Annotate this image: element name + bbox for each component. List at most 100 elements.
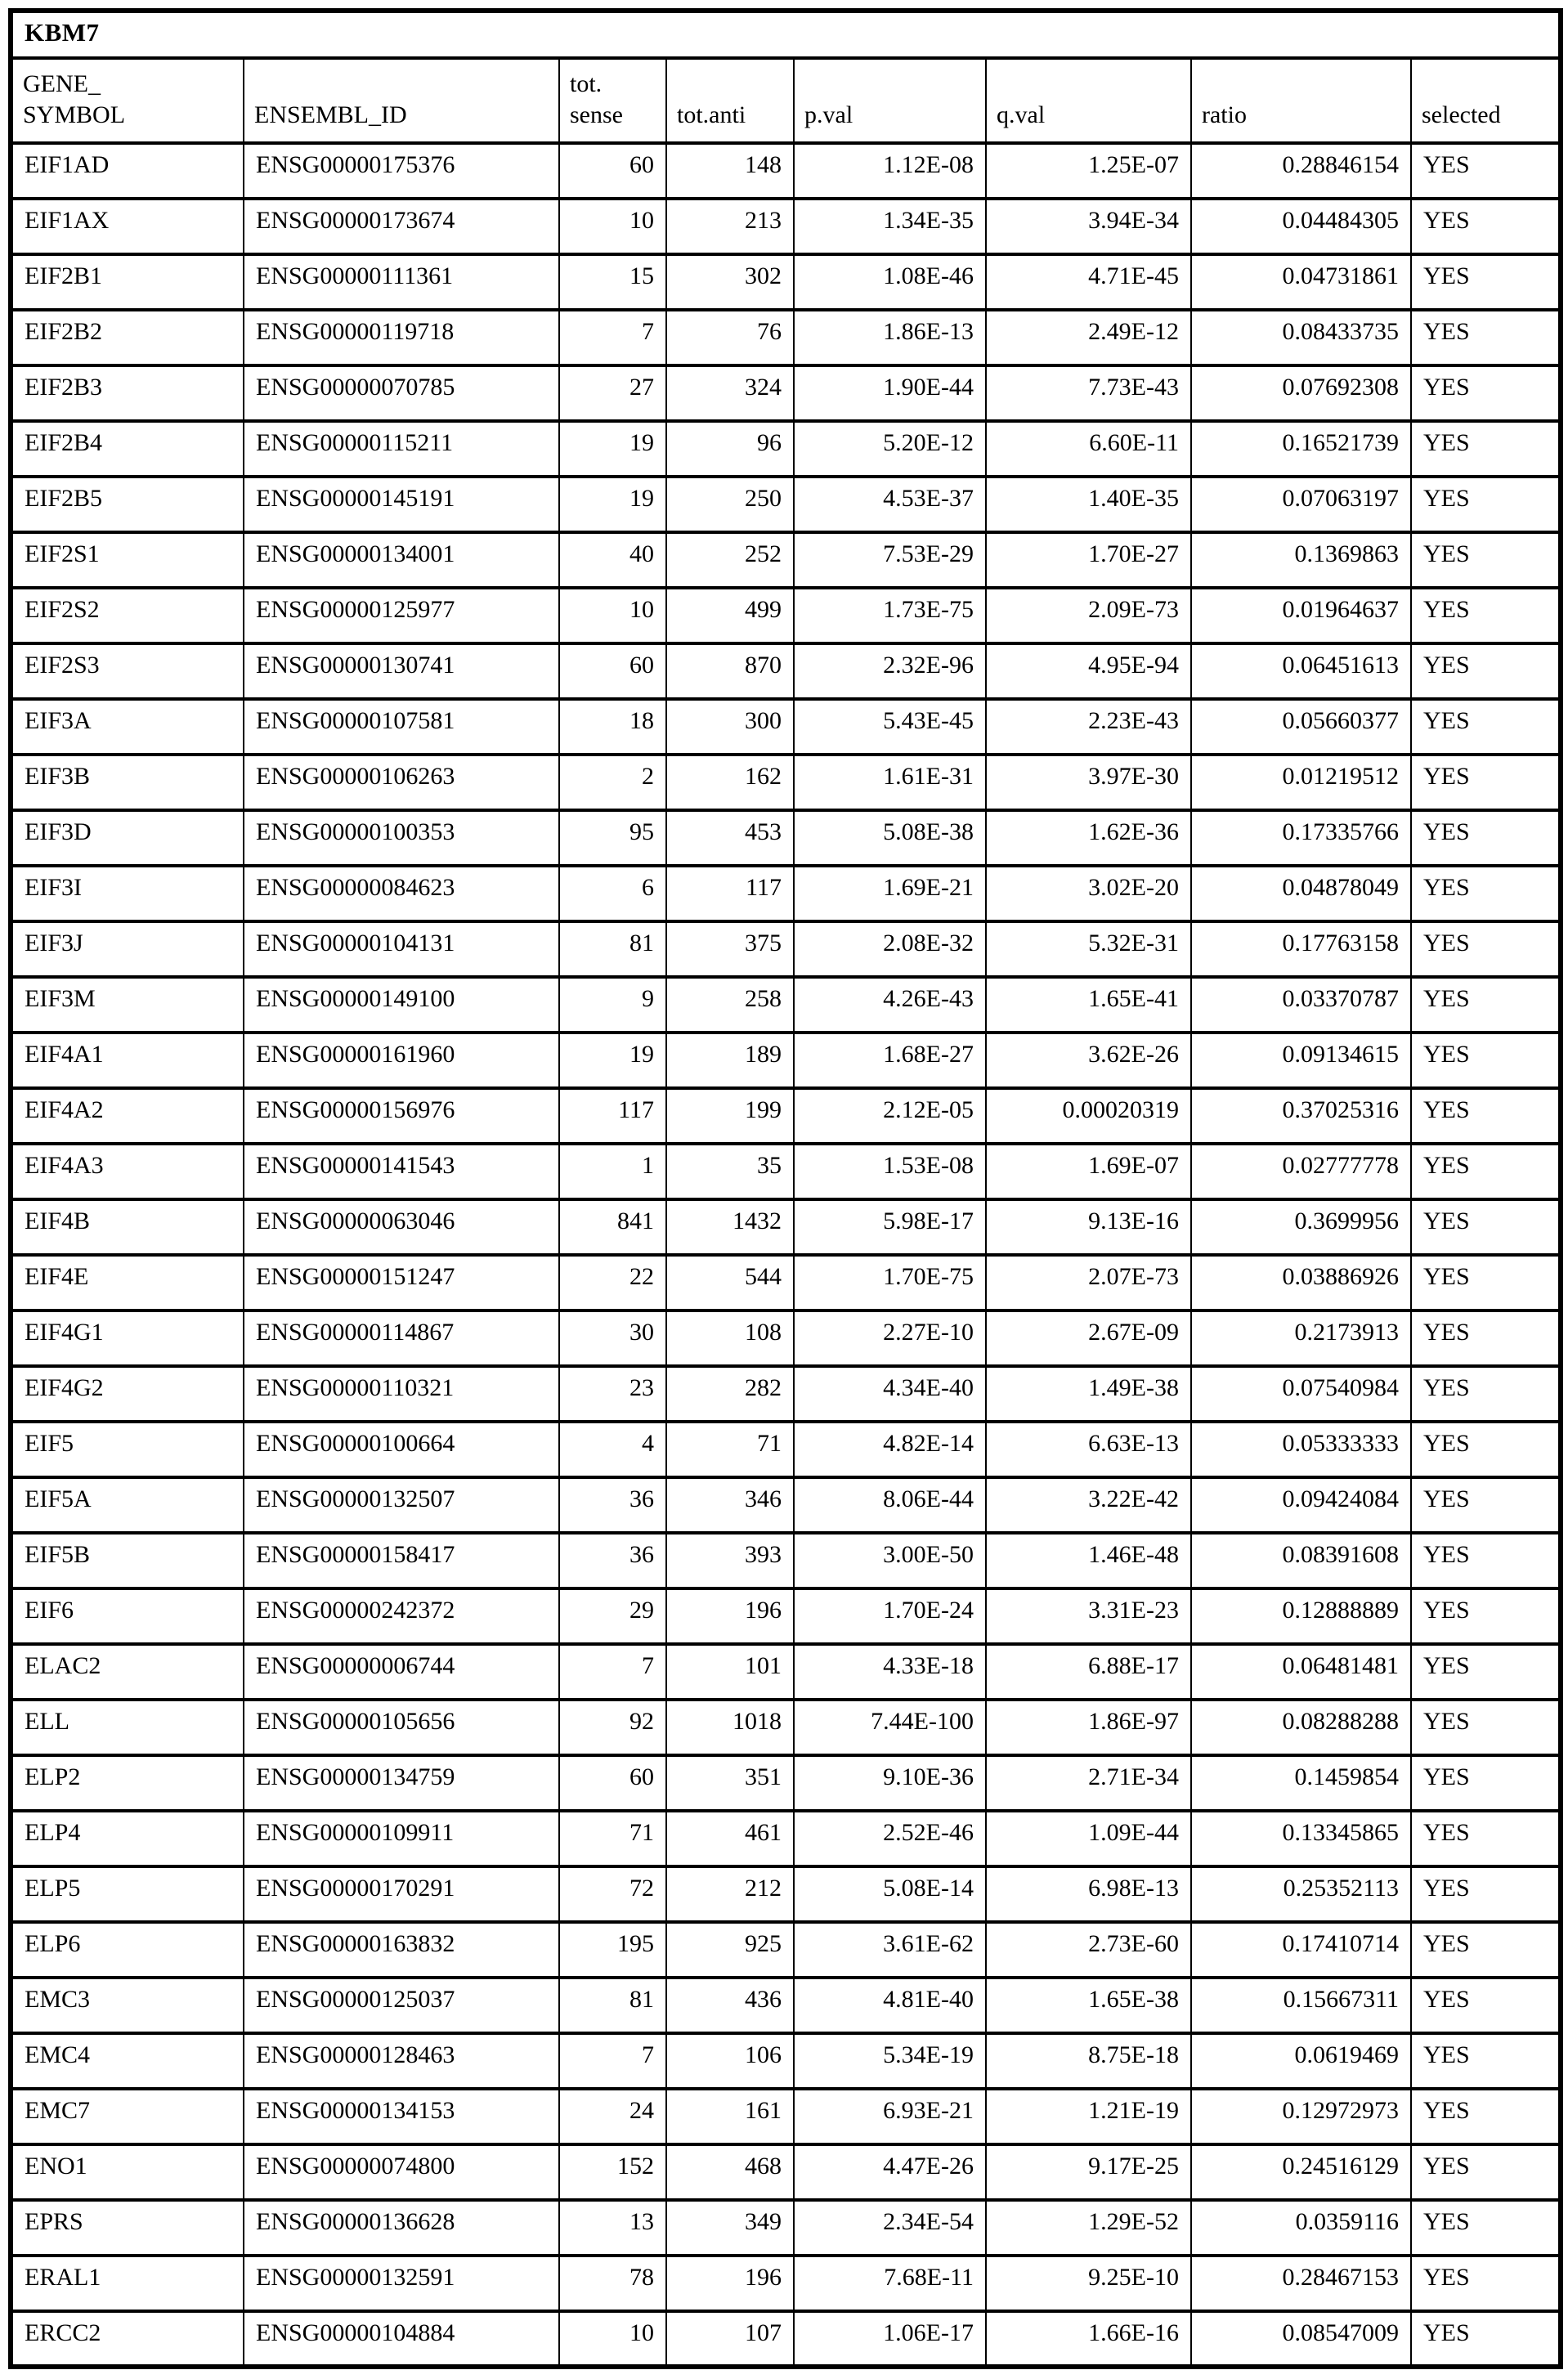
cell-selected: YES bbox=[1409, 1976, 1562, 2035]
table-row: EIF2B2 ENSG00000119718 7 76 1.86E-13 2.49E-12… bbox=[10, 308, 1562, 367]
cell-gene_symbol: EIF4B bbox=[10, 1198, 244, 1257]
cell-gene_symbol: EIF4A2 bbox=[10, 1086, 244, 1145]
cell-p_val: 2.34E-54 bbox=[793, 2198, 987, 2257]
table-row: EIF3I ENSG00000084623 6 117 1.69E-21 3.02E-20… bbox=[10, 864, 1562, 923]
cell-q_val: 5.32E-31 bbox=[985, 920, 1192, 979]
table-row: ERAL1 ENSG00000132591 78 196 7.68E-11 9.25E-1… bbox=[10, 2254, 1562, 2313]
cell-tot_anti: 162 bbox=[665, 753, 795, 812]
cell-ratio: 0.15667311 bbox=[1190, 1976, 1412, 2035]
cell-tot_sense: 4 bbox=[558, 1420, 667, 1479]
cell-ratio: 0.1369863 bbox=[1190, 531, 1412, 589]
cell-ratio: 0.17763158 bbox=[1190, 920, 1412, 979]
cell-ensembl_id: ENSG00000141543 bbox=[243, 1142, 560, 1201]
cell-ensembl_id: ENSG00000125037 bbox=[243, 1976, 560, 2035]
cell-tot_anti: 468 bbox=[665, 2143, 795, 2202]
cell-tot_anti: 106 bbox=[665, 2032, 795, 2090]
cell-selected: YES bbox=[1409, 864, 1562, 923]
table-row: EIF4A2 ENSG00000156976 117 199 2.12E-05 0.000… bbox=[10, 1086, 1562, 1145]
cell-gene_symbol: EIF5 bbox=[10, 1420, 244, 1479]
cell-tot_sense: 841 bbox=[558, 1198, 667, 1257]
cell-selected: YES bbox=[1409, 1531, 1562, 1590]
cell-ratio: 0.01219512 bbox=[1190, 753, 1412, 812]
cell-q_val: 1.40E-35 bbox=[985, 475, 1192, 534]
table-row: EIF3B ENSG00000106263 2 162 1.61E-31 3.97E-30… bbox=[10, 753, 1562, 812]
cell-selected: YES bbox=[1409, 364, 1562, 423]
cell-gene_symbol: ELP2 bbox=[10, 1754, 244, 1812]
cell-selected: YES bbox=[1409, 531, 1562, 589]
cell-tot_sense: 10 bbox=[558, 586, 667, 645]
cell-tot_sense: 7 bbox=[558, 308, 667, 367]
cell-ratio: 0.17335766 bbox=[1190, 809, 1412, 867]
cell-gene_symbol: EIF3I bbox=[10, 864, 244, 923]
cell-ratio: 0.05660377 bbox=[1190, 697, 1412, 756]
cell-ratio: 0.3699956 bbox=[1190, 1198, 1412, 1257]
cell-q_val: 3.22E-42 bbox=[985, 1476, 1192, 1534]
cell-q_val: 1.65E-38 bbox=[985, 1976, 1192, 2035]
cell-q_val: 2.67E-09 bbox=[985, 1309, 1192, 1368]
cell-tot_sense: 6 bbox=[558, 864, 667, 923]
title-row: KBM7 bbox=[9, 9, 1562, 60]
cell-ratio: 0.07063197 bbox=[1190, 475, 1412, 534]
cell-q_val: 9.17E-25 bbox=[985, 2143, 1192, 2202]
cell-selected: YES bbox=[1409, 2198, 1562, 2257]
cell-tot_anti: 453 bbox=[665, 809, 795, 867]
cell-ensembl_id: ENSG00000074800 bbox=[243, 2143, 560, 2202]
cell-ensembl_id: ENSG00000119718 bbox=[243, 308, 560, 367]
cell-ratio: 0.2173913 bbox=[1190, 1309, 1412, 1368]
cell-ensembl_id: ENSG00000114867 bbox=[243, 1309, 560, 1368]
cell-ensembl_id: ENSG00000151247 bbox=[243, 1253, 560, 1312]
cell-ensembl_id: ENSG00000104131 bbox=[243, 920, 560, 979]
table-row: EIF4G1 ENSG00000114867 30 108 2.27E-10 2.67E-… bbox=[10, 1309, 1562, 1368]
cell-q_val: 6.98E-13 bbox=[985, 1865, 1192, 1924]
cell-ratio: 0.06451613 bbox=[1190, 642, 1412, 701]
cell-tot_sense: 13 bbox=[558, 2198, 667, 2257]
cell-p_val: 2.32E-96 bbox=[793, 642, 987, 701]
table-body: EIF1AD ENSG00000175376 60 148 1.12E-08 1.25E-… bbox=[10, 141, 1562, 2368]
cell-gene_symbol: ELL bbox=[10, 1698, 244, 1757]
cell-q_val: 1.25E-07 bbox=[985, 141, 1192, 200]
cell-tot_sense: 24 bbox=[558, 2087, 667, 2146]
cell-q_val: 1.46E-48 bbox=[985, 1531, 1192, 1590]
cell-selected: YES bbox=[1409, 1865, 1562, 1924]
table-row: EIF2S3 ENSG00000130741 60 870 2.32E-96 4.95E-… bbox=[10, 642, 1562, 701]
cell-gene_symbol: EPRS bbox=[10, 2198, 244, 2257]
cell-q_val: 3.62E-26 bbox=[985, 1031, 1192, 1090]
cell-tot_anti: 189 bbox=[665, 1031, 795, 1090]
cell-selected: YES bbox=[1409, 809, 1562, 867]
cell-q_val: 1.65E-41 bbox=[985, 975, 1192, 1034]
cell-selected: YES bbox=[1409, 1920, 1562, 1979]
cell-tot_anti: 148 bbox=[665, 141, 795, 200]
cell-q_val: 1.09E-44 bbox=[985, 1809, 1192, 1868]
cell-gene_symbol: EMC7 bbox=[10, 2087, 244, 2146]
cell-selected: YES bbox=[1409, 475, 1562, 534]
cell-q_val: 4.95E-94 bbox=[985, 642, 1192, 701]
cell-p_val: 5.43E-45 bbox=[793, 697, 987, 756]
cell-tot_anti: 161 bbox=[665, 2087, 795, 2146]
cell-gene_symbol: EIF4G2 bbox=[10, 1364, 244, 1423]
cell-tot_sense: 2 bbox=[558, 753, 667, 812]
cell-gene_symbol: EIF5A bbox=[10, 1476, 244, 1534]
cell-tot_sense: 7 bbox=[558, 2032, 667, 2090]
cell-gene_symbol: EIF3B bbox=[10, 753, 244, 812]
cell-ensembl_id: ENSG00000242372 bbox=[243, 1587, 560, 1646]
cell-ratio: 0.05333333 bbox=[1190, 1420, 1412, 1479]
cell-tot_sense: 95 bbox=[558, 809, 667, 867]
cell-tot_sense: 15 bbox=[558, 253, 667, 311]
cell-gene_symbol: EIF1AD bbox=[10, 141, 244, 200]
gene-data-table: KBM7 GENE_ SYMBOL ENSEMBL_ID tot. sense tot… bbox=[8, 8, 1564, 2369]
cell-selected: YES bbox=[1409, 1364, 1562, 1423]
cell-gene_symbol: EIF3A bbox=[10, 697, 244, 756]
cell-p_val: 2.52E-46 bbox=[793, 1809, 987, 1868]
cell-p_val: 4.81E-40 bbox=[793, 1976, 987, 2035]
cell-p_val: 4.34E-40 bbox=[793, 1364, 987, 1423]
cell-p_val: 4.53E-37 bbox=[793, 475, 987, 534]
cell-ratio: 0.24516129 bbox=[1190, 2143, 1412, 2202]
cell-tot_sense: 152 bbox=[558, 2143, 667, 2202]
table-row: EMC3 ENSG00000125037 81 436 4.81E-40 1.65E-38… bbox=[10, 1976, 1562, 2035]
cell-q_val: 1.86E-97 bbox=[985, 1698, 1192, 1757]
cell-ensembl_id: ENSG00000161960 bbox=[243, 1031, 560, 1090]
cell-p_val: 8.06E-44 bbox=[793, 1476, 987, 1534]
cell-ratio: 0.08391608 bbox=[1190, 1531, 1412, 1590]
cell-gene_symbol: EIF4A1 bbox=[10, 1031, 244, 1090]
cell-gene_symbol: ELP4 bbox=[10, 1809, 244, 1868]
